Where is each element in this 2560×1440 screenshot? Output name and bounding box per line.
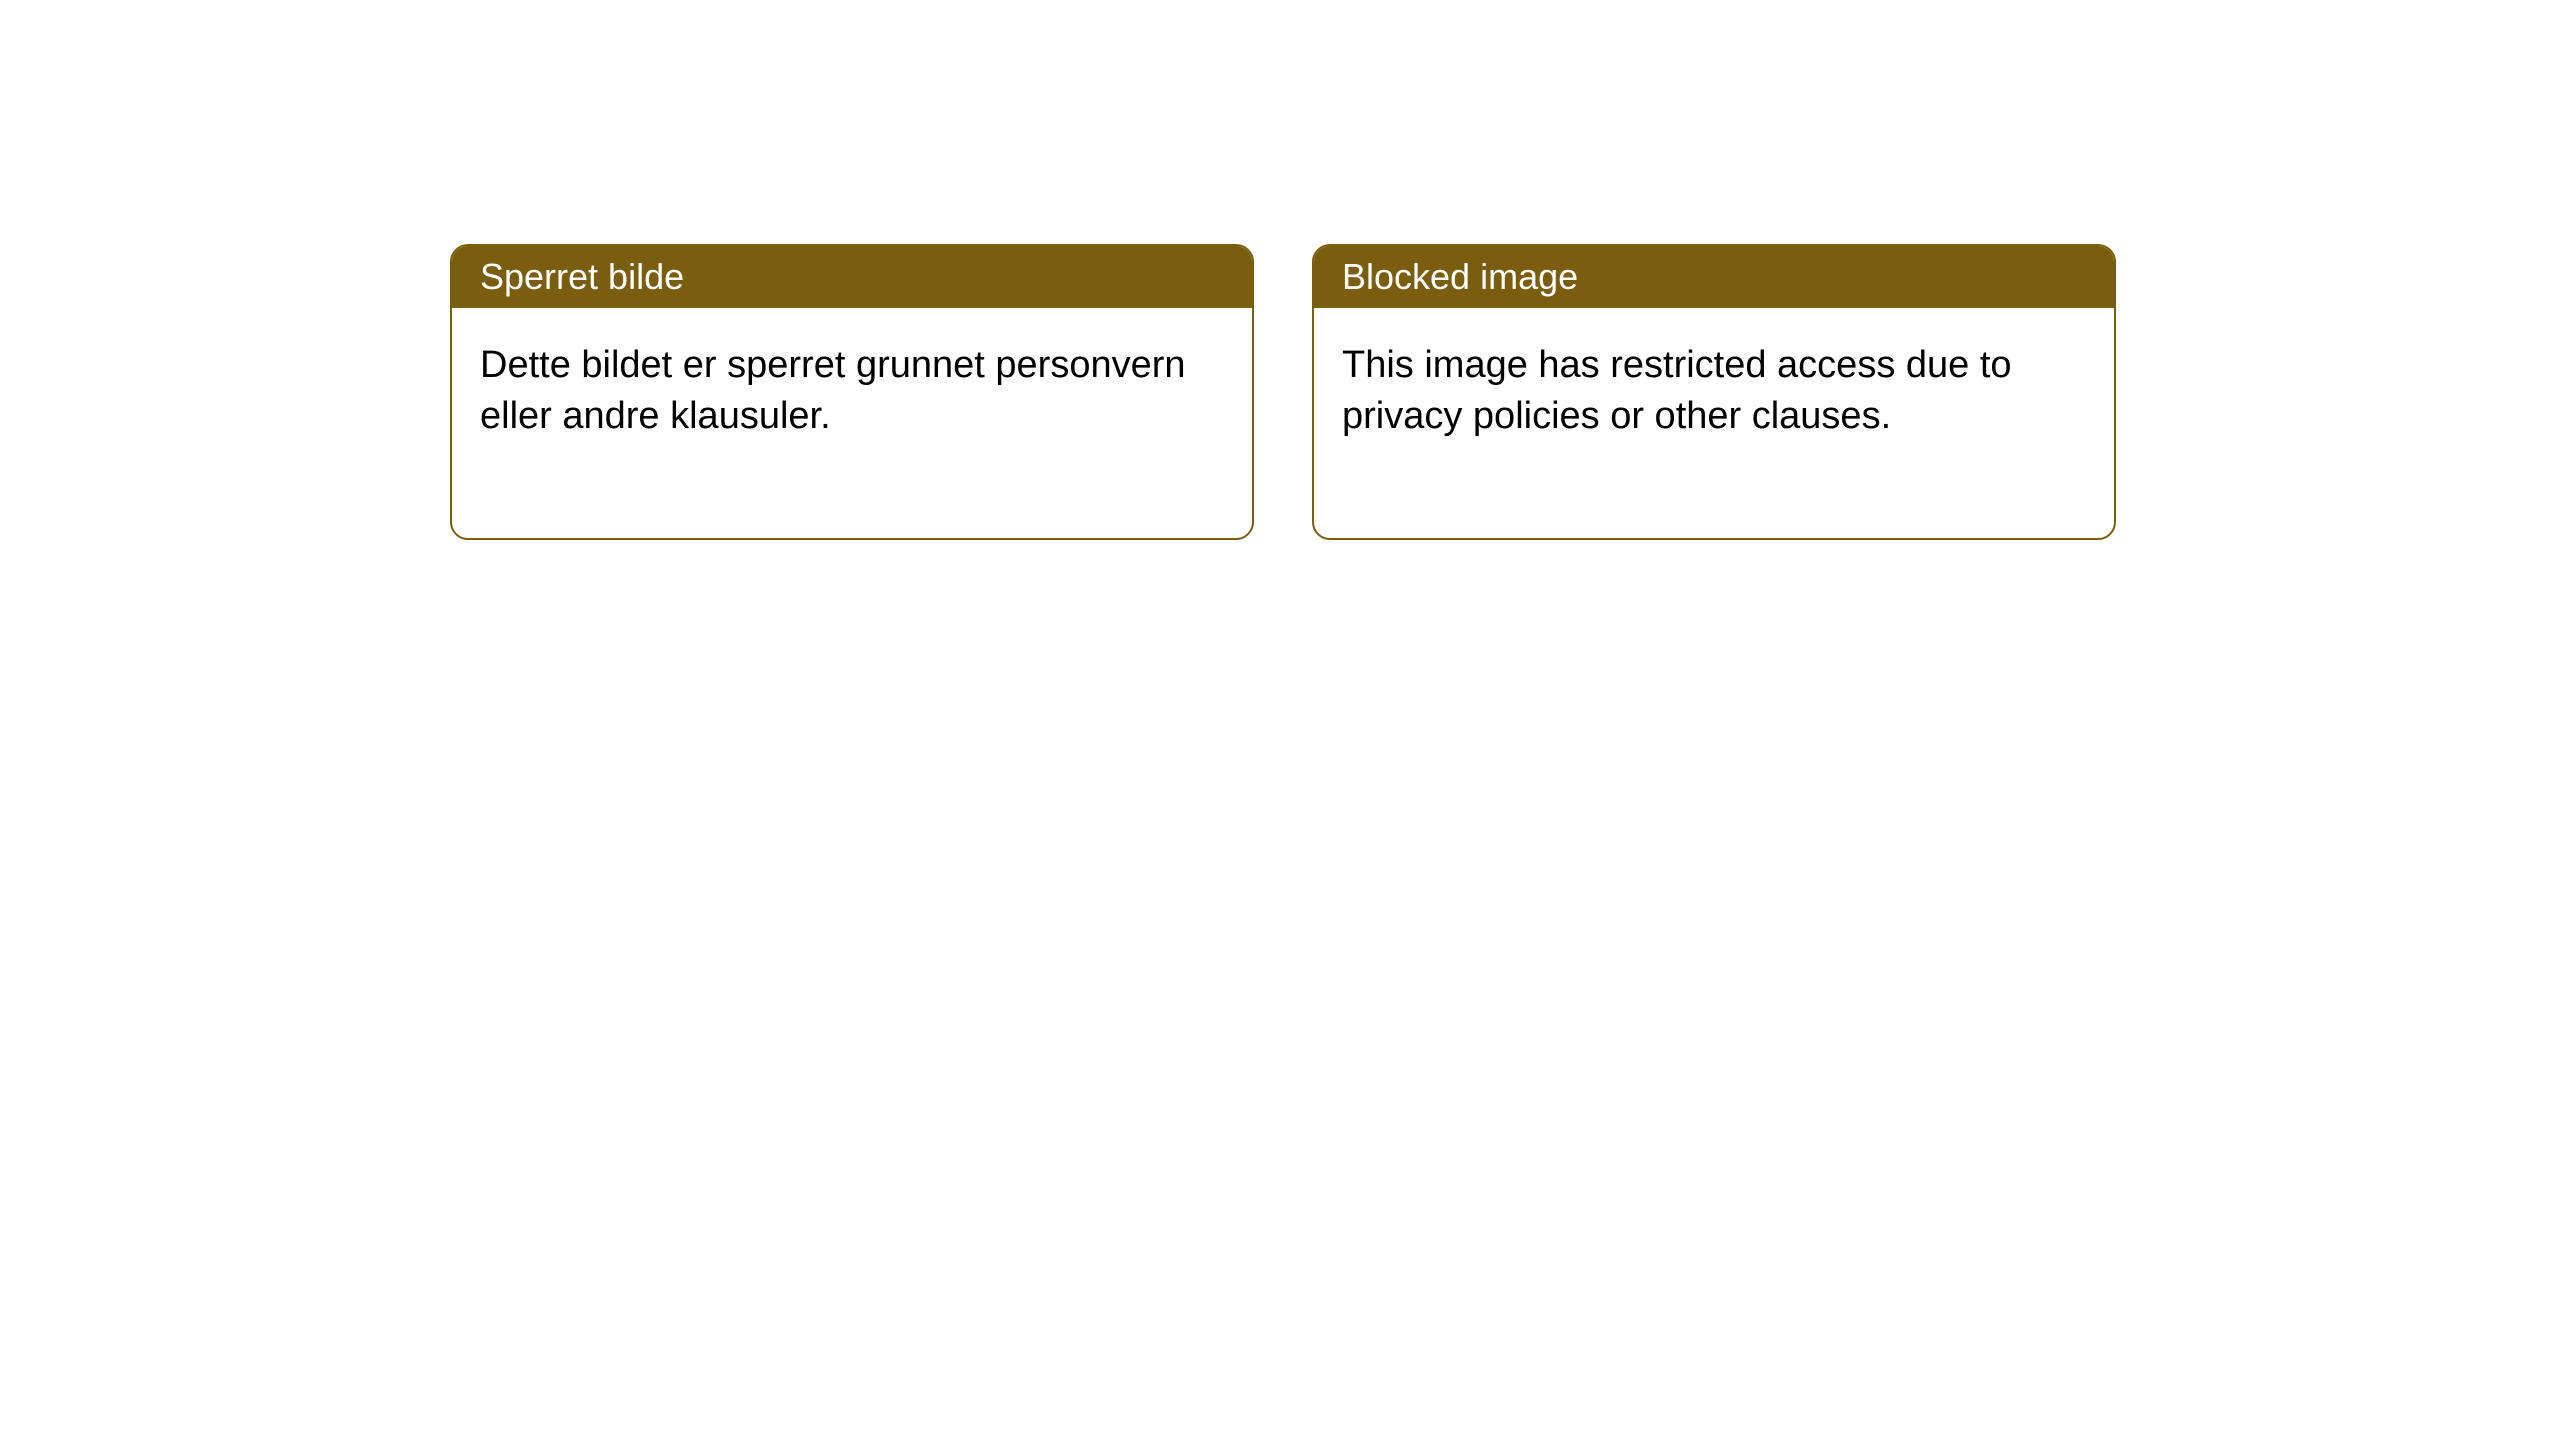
notice-cards-container: Sperret bilde Dette bildet er sperret gr… (0, 0, 2560, 540)
card-header: Blocked image (1314, 246, 2114, 308)
card-header: Sperret bilde (452, 246, 1252, 308)
card-body: This image has restricted access due to … (1314, 308, 2114, 538)
card-title: Blocked image (1342, 256, 1578, 297)
notice-card-english: Blocked image This image has restricted … (1312, 244, 2116, 540)
card-body: Dette bildet er sperret grunnet personve… (452, 308, 1252, 538)
card-body-text: This image has restricted access due to … (1342, 344, 2012, 437)
notice-card-norwegian: Sperret bilde Dette bildet er sperret gr… (450, 244, 1254, 540)
card-body-text: Dette bildet er sperret grunnet personve… (480, 344, 1186, 437)
card-title: Sperret bilde (480, 256, 684, 297)
